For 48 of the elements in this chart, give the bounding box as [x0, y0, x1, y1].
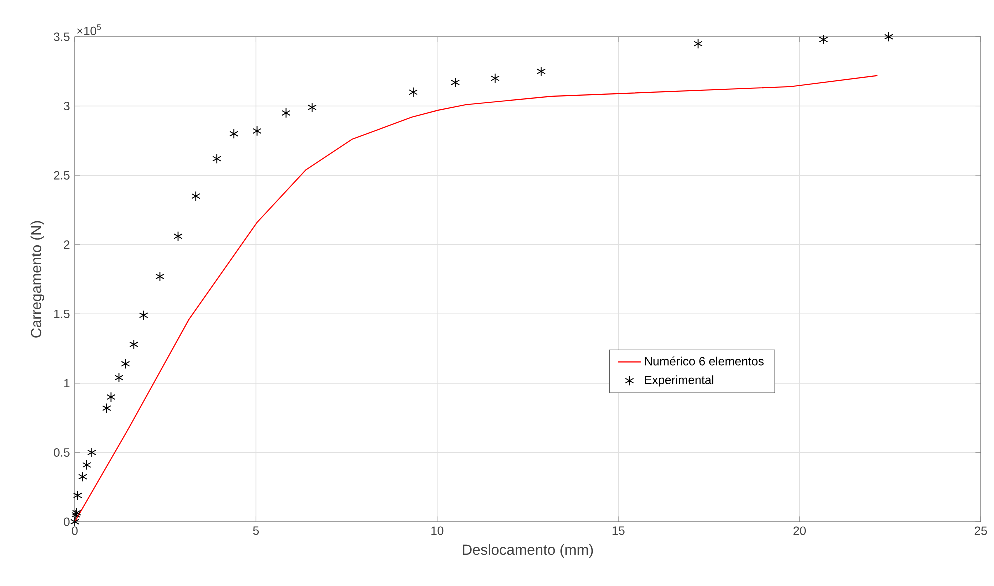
- x-tick-label: 0: [72, 526, 78, 536]
- point: [139, 310, 148, 321]
- point: [230, 128, 239, 140]
- point: [408, 87, 418, 98]
- point: [694, 38, 703, 50]
- point: [72, 510, 81, 520]
- point: [121, 358, 130, 370]
- y-axis-title: Carregamento (N): [30, 221, 44, 338]
- point: [490, 73, 500, 84]
- point: [70, 516, 80, 528]
- point: [536, 66, 546, 77]
- point: [73, 490, 82, 501]
- point: [819, 34, 828, 45]
- point: [82, 460, 92, 470]
- y-tick-label: 3: [64, 102, 70, 111]
- point: [106, 392, 116, 402]
- point: [174, 231, 183, 242]
- y-tick-label: 2.5: [54, 171, 70, 180]
- point: [252, 126, 262, 136]
- y-tick-label: 1: [64, 379, 70, 388]
- point: [114, 372, 124, 384]
- y-tick-label: 2: [64, 240, 70, 250]
- point: [282, 108, 291, 118]
- x-tick-label: 5: [253, 526, 260, 536]
- point: [192, 191, 201, 202]
- point: [72, 508, 82, 518]
- point: [78, 472, 88, 482]
- point: [451, 78, 460, 88]
- x-tick-label: 10: [432, 526, 444, 536]
- text: ×10$^{5}$: [77, 24, 102, 36]
- x-tick-label: 15: [612, 526, 625, 536]
- y-tick-label: 1.5: [54, 310, 70, 318]
- point: [102, 403, 112, 414]
- point: [88, 448, 97, 458]
- legend-label: Experimental: [645, 376, 714, 387]
- x-tick-label: 25: [974, 526, 988, 536]
- point: [156, 272, 165, 282]
- y-tick-label: 0: [64, 518, 70, 526]
- x-axis-title: Deslocamento (mm): [463, 544, 594, 558]
- point: [884, 32, 894, 42]
- line-series: [74, 75, 878, 523]
- y-tick-label: 3.5: [54, 32, 70, 42]
- point: [212, 154, 222, 164]
- y-tick-label: 0.5: [54, 448, 70, 457]
- legend-label: Numérico 6 elementos: [645, 356, 764, 366]
- x-tick-label: 20: [794, 526, 806, 536]
- point: [308, 102, 317, 113]
- point: [130, 339, 139, 350]
